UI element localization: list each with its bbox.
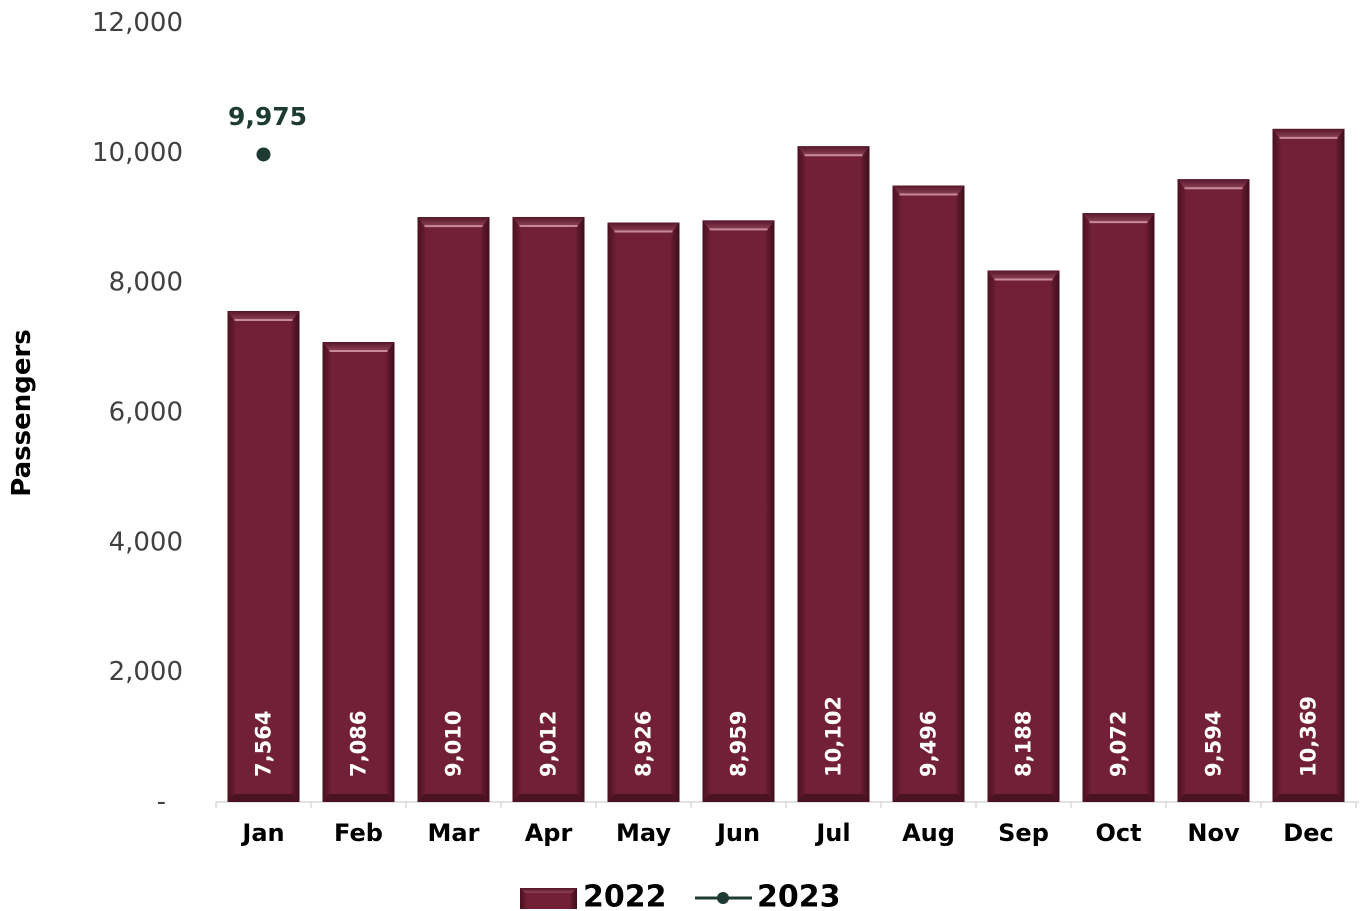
bar-data-label-may: 8,926 [632, 711, 656, 777]
bar-bottom-bevel [987, 794, 1060, 802]
x-tick-label-feb: Feb [334, 819, 383, 847]
y-tick-label: 12,000 [92, 8, 183, 38]
x-tick-label-nov: Nov [1187, 819, 1240, 847]
bar-top-bevel [607, 222, 680, 232]
bar-body [797, 146, 870, 802]
bar-bottom-bevel [512, 794, 585, 802]
legend-swatch-2023-marker [717, 892, 729, 904]
bar-top-bevel [512, 216, 585, 226]
bar-2022-nov [1177, 179, 1250, 802]
x-tick-label-may: May [616, 819, 671, 847]
series-2022-data-labels: 7,564 7,086 9,010 9,012 8,926 8,959 10,102 9,49… [252, 696, 1321, 777]
bar-body [607, 222, 680, 802]
x-tick-label-jul: Jul [814, 819, 850, 847]
bar-2022-jul [797, 146, 870, 802]
bar-body [227, 310, 300, 802]
bar-data-label-sep: 8,188 [1012, 711, 1036, 777]
bar-top-bevel [227, 310, 300, 320]
y-tick-label: 6,000 [109, 398, 183, 428]
bar-2022-may [607, 222, 680, 802]
x-tick-label-apr: Apr [525, 819, 573, 847]
bar-2022-aug [892, 185, 965, 802]
bar-body [702, 220, 775, 802]
point-2023-jan [256, 147, 271, 162]
bar-body [1082, 213, 1155, 803]
bar-2022-jan [227, 310, 300, 802]
x-axis: Jan Feb Mar Apr May Jun Jul Aug Sep Oct Nov Dec [215, 801, 1359, 847]
y-axis: - 2,000 4,000 6,000 8,000 10,000 12,000 [92, 8, 183, 817]
bar-body [892, 185, 965, 802]
x-tick-label-aug: Aug [902, 819, 955, 847]
bar-2022-feb [322, 342, 395, 802]
legend-swatch-2022-bevel [520, 888, 577, 893]
x-tick-label-sep: Sep [998, 819, 1049, 847]
bar-top-bevel [987, 270, 1060, 280]
bar-data-label-aug: 9,496 [917, 711, 941, 777]
legend-swatch-2022 [520, 888, 577, 909]
bar-top-bevel [1177, 179, 1250, 189]
bar-body [417, 217, 490, 802]
bar-body [512, 216, 585, 802]
bar-bottom-bevel [1272, 794, 1345, 802]
x-tick-label-jun: Jun [715, 819, 760, 847]
bar-2022-mar [417, 217, 490, 802]
legend-item-2022: 2022 [520, 880, 667, 911]
bar-top-bevel [892, 185, 965, 195]
bar-data-label-feb: 7,086 [347, 711, 371, 777]
bar-top-bevel [322, 342, 395, 352]
bar-body [987, 270, 1060, 802]
x-tick-label-oct: Oct [1095, 819, 1141, 847]
bar-data-label-nov: 9,594 [1202, 711, 1226, 777]
bar-data-label-mar: 9,010 [442, 711, 466, 777]
y-axis-title: Passengers [7, 329, 37, 497]
bar-bottom-bevel [322, 794, 395, 802]
bar-data-label-jul: 10,102 [822, 696, 846, 777]
bar-top-bevel [417, 217, 490, 227]
y-tick-label: 8,000 [109, 268, 183, 298]
x-tick-label-jan: Jan [240, 819, 284, 847]
bar-bottom-bevel [1082, 794, 1155, 802]
x-tick-label-mar: Mar [428, 819, 480, 847]
bar-bottom-bevel [702, 794, 775, 802]
bar-data-label-apr: 9,012 [537, 711, 561, 777]
bar-bottom-bevel [892, 794, 965, 802]
y-tick-label: 4,000 [109, 527, 183, 557]
bar-2022-jun [702, 220, 775, 802]
y-tick-label: - [157, 787, 166, 817]
bar-data-label-oct: 9,072 [1107, 711, 1131, 777]
series-2022-bars [227, 128, 1345, 803]
bar-body [322, 342, 395, 802]
series-2023-points: 9,975 [228, 102, 307, 162]
bar-bottom-bevel [797, 794, 870, 802]
legend-item-2023: 2023 [695, 880, 841, 911]
bar-bottom-bevel [417, 794, 490, 802]
bar-body [1177, 179, 1250, 802]
bar-top-bevel [797, 146, 870, 156]
bar-data-label-jun: 8,959 [727, 711, 751, 777]
bar-2022-oct [1082, 213, 1155, 803]
bar-top-bevel [1082, 213, 1155, 223]
point-data-label-2023-jan: 9,975 [228, 102, 307, 131]
legend-label-2023: 2023 [757, 880, 841, 911]
legend-label-2022: 2022 [583, 880, 667, 911]
bar-2022-sep [987, 270, 1060, 802]
y-tick-label: 2,000 [109, 657, 183, 687]
x-tick-label-dec: Dec [1283, 819, 1333, 847]
bar-top-bevel [702, 220, 775, 230]
legend: 2022 2023 [520, 880, 841, 911]
bar-body [1272, 128, 1345, 802]
bar-2022-apr [512, 216, 585, 802]
bar-bottom-bevel [607, 794, 680, 802]
y-tick-label: 10,000 [92, 138, 183, 168]
bar-data-label-jan: 7,564 [252, 711, 276, 777]
bar-bottom-bevel [227, 794, 300, 802]
bar-data-label-dec: 10,369 [1297, 696, 1321, 777]
bar-2022-dec [1272, 128, 1345, 802]
bar-top-bevel [1272, 128, 1345, 138]
bar-bottom-bevel [1177, 794, 1250, 802]
